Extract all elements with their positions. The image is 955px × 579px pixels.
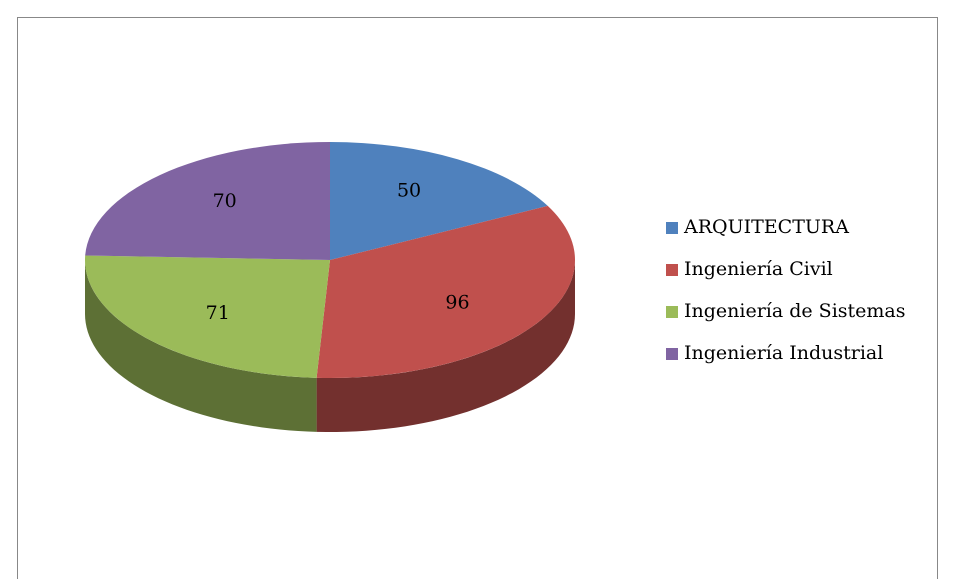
slice — [330, 142, 548, 260]
slice-side — [316, 260, 575, 432]
data-label: 96 — [445, 292, 469, 314]
slice — [85, 142, 331, 260]
legend-swatch — [666, 264, 678, 276]
legend-label: ARQUITECTURA — [683, 216, 849, 238]
legend-swatch — [666, 348, 678, 360]
slice — [316, 205, 575, 378]
legend-label: Ingeniería Industrial — [684, 342, 883, 364]
legend-label: Ingeniería de Sistemas — [684, 300, 906, 322]
legend-label: Ingeniería Civil — [684, 258, 833, 280]
legend-swatch — [666, 306, 678, 318]
data-label: 50 — [397, 179, 421, 201]
data-label: 70 — [213, 190, 237, 212]
data-label: 71 — [206, 302, 230, 324]
chart-frame — [17, 17, 938, 579]
slice-side — [85, 260, 317, 432]
legend-swatch — [666, 222, 678, 234]
slice — [84, 255, 331, 378]
